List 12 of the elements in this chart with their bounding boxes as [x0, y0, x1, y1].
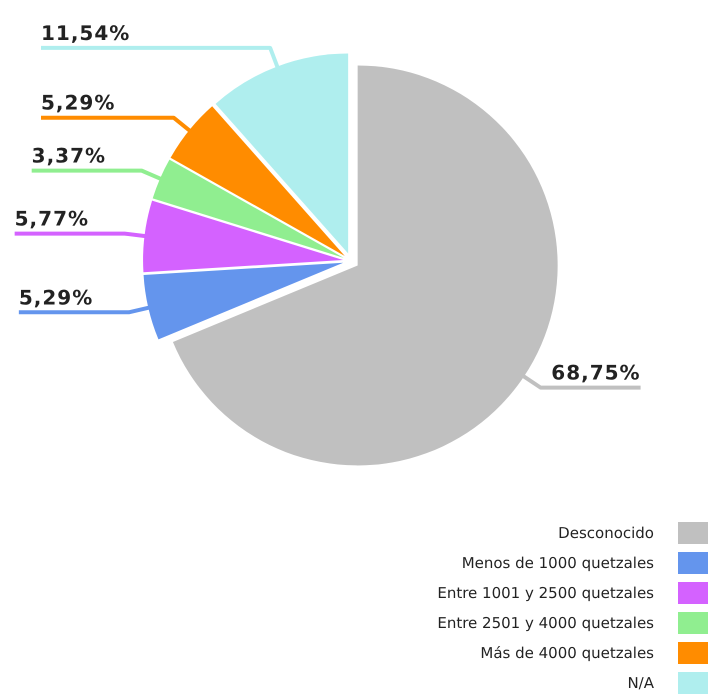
legend-label: Más de 4000 quetzales — [480, 644, 654, 662]
data-label: 5,29% — [18, 285, 94, 310]
data-label: 11,54% — [41, 20, 130, 45]
data-label: 68,75% — [551, 360, 641, 385]
data-label: 5,29% — [41, 90, 116, 115]
data-label: 5,77% — [14, 206, 90, 231]
legend-label: Entre 2501 y 4000 quetzales — [437, 614, 654, 632]
legend-label: Desconocido — [558, 524, 654, 542]
legend-label: Entre 1001 y 2500 quetzales — [437, 584, 654, 602]
data-label: 3,37% — [32, 144, 106, 168]
legend-label: N/A — [627, 674, 654, 692]
legend-label: Menos de 1000 quetzales — [462, 554, 654, 572]
